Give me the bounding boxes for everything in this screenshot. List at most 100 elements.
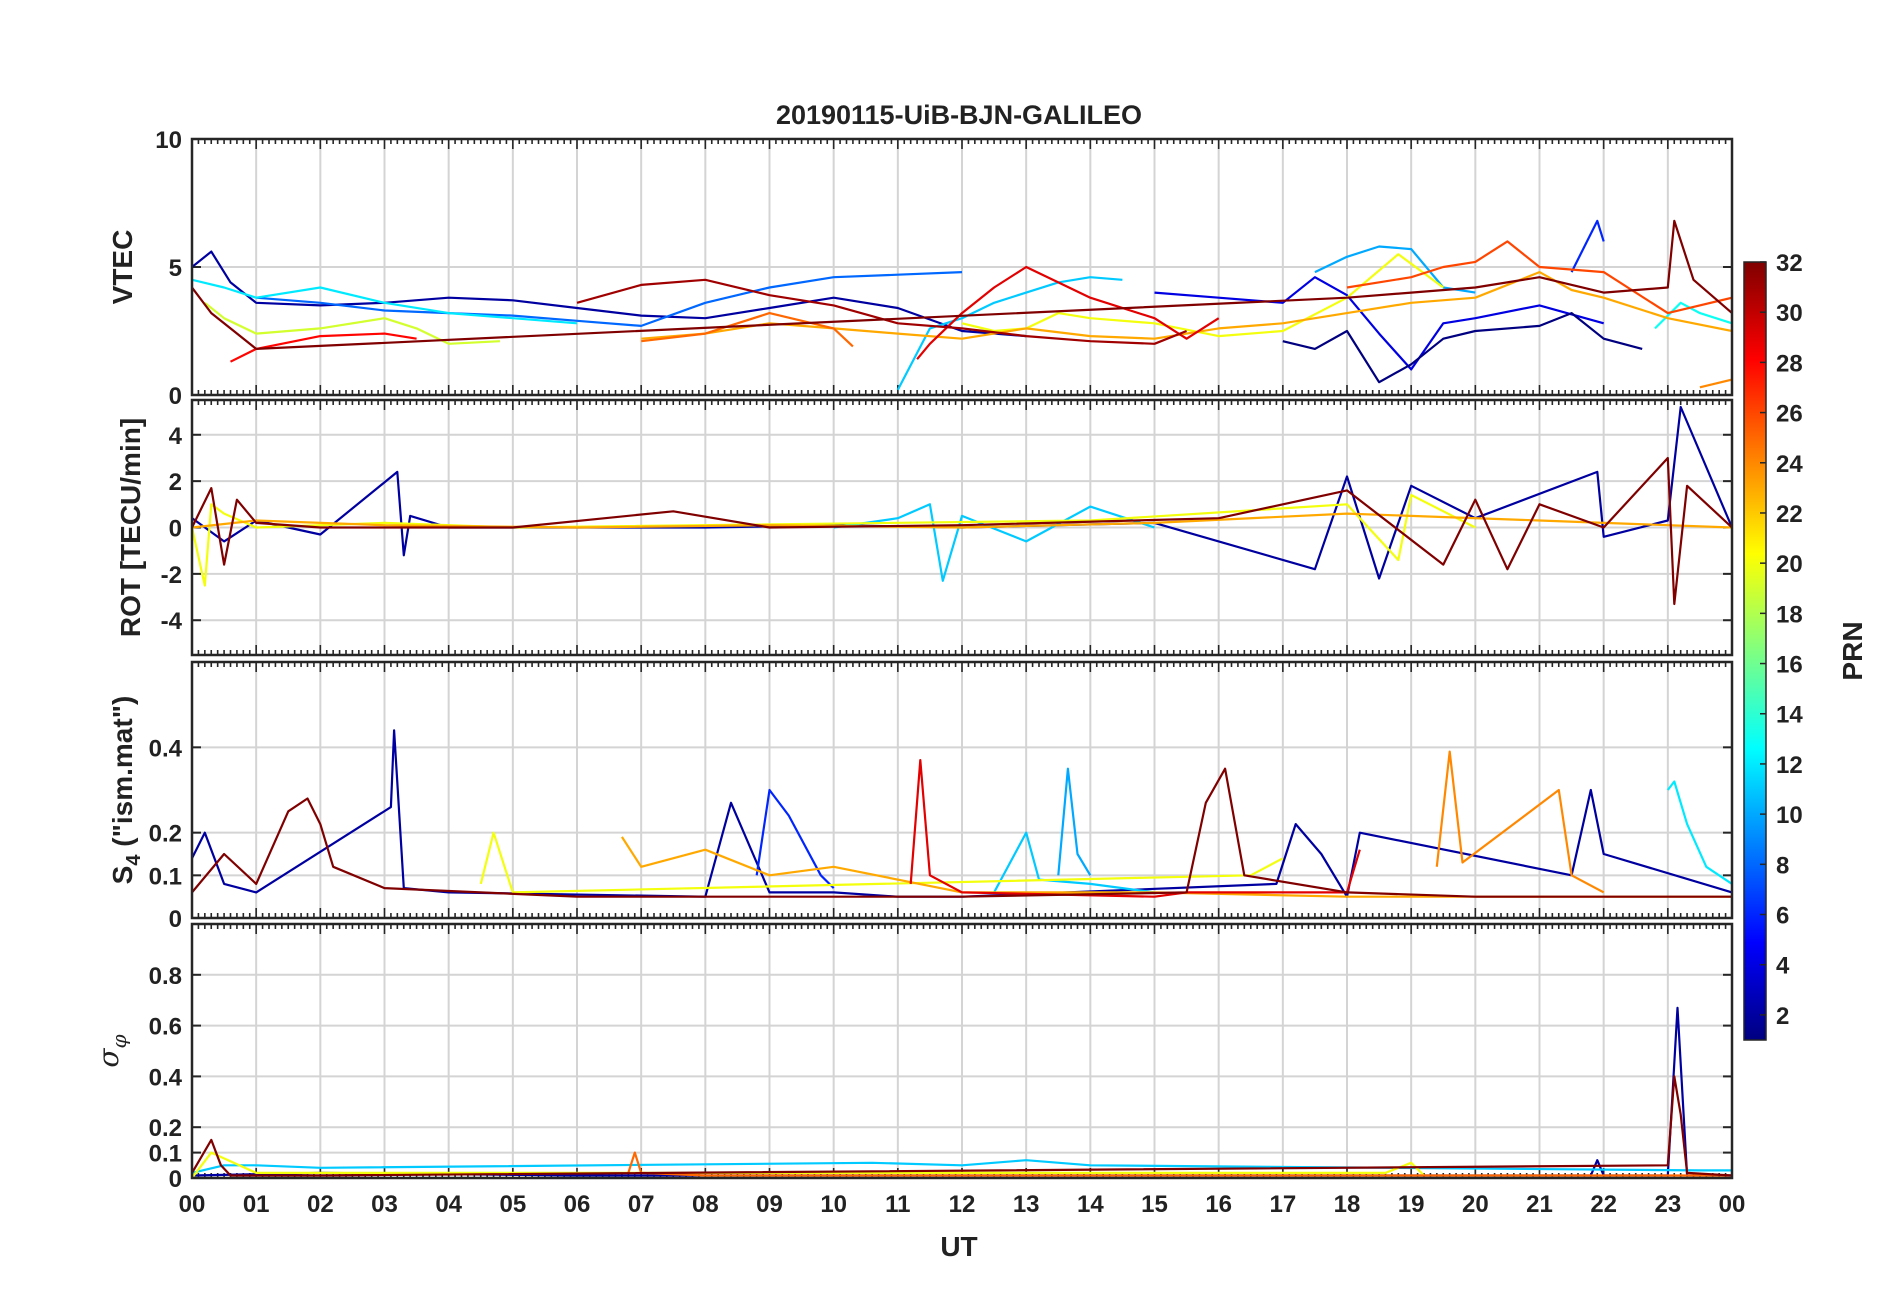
x-tick-label: 00 bbox=[179, 1191, 206, 1218]
series-group bbox=[192, 729, 1732, 898]
x-tick-label: 06 bbox=[564, 1191, 591, 1218]
y-axis-label-sigma_phi: σφ bbox=[92, 1034, 131, 1067]
y-tick-label: 0.2 bbox=[149, 1115, 182, 1142]
series-line-prn-26 bbox=[1346, 240, 1732, 315]
y-tick-label: 0 bbox=[169, 906, 182, 933]
colorbar-tick-label: 22 bbox=[1776, 501, 1803, 528]
y-axis-label-rot: ROT [TECU/min] bbox=[115, 418, 146, 637]
y-axis-label-s4: S4 ("ism.mat") bbox=[107, 696, 145, 885]
series-line-prn-12 bbox=[1666, 780, 1732, 885]
series-line-prn-8 bbox=[256, 271, 963, 327]
panel-rot: -4 -2 0 2 4 ROT [TECU/min] bbox=[115, 398, 1734, 657]
y-tick-label: 4 bbox=[169, 423, 183, 450]
colorbar-tick-label: 28 bbox=[1776, 350, 1803, 377]
panel-vtec: 0 5 10 VTEC bbox=[107, 127, 1734, 410]
y-axis-label-vtec: VTEC bbox=[107, 230, 138, 305]
colorbar-tick-label: 32 bbox=[1776, 250, 1803, 277]
series-line-prn-19 bbox=[204, 301, 501, 345]
series-group bbox=[192, 405, 1732, 606]
series-line-prn-11 bbox=[833, 503, 1155, 582]
colorbar-tick-label: 16 bbox=[1776, 652, 1803, 679]
x-tick-label: 13 bbox=[1013, 1191, 1040, 1218]
y-tick-label: 0.1 bbox=[149, 1141, 182, 1168]
series-line-prn-10 bbox=[1314, 245, 1476, 294]
x-tick-label: 18 bbox=[1334, 1191, 1361, 1218]
y-tick-label: 0 bbox=[169, 1166, 182, 1193]
x-tick-label: 09 bbox=[756, 1191, 783, 1218]
chart-title: 20190115-UiB-BJN-GALILEO bbox=[776, 100, 1142, 130]
colorbar-tick-label: 6 bbox=[1776, 903, 1789, 930]
panel-s4: 0 0.1 0.2 0.4S4 ("ism.mat") bbox=[107, 660, 1734, 933]
colorbar-label: PRN bbox=[1837, 621, 1868, 680]
y-tick-label: 0.8 bbox=[149, 963, 182, 990]
series-line-prn-10 bbox=[1057, 767, 1092, 876]
panel-frame bbox=[190, 922, 1734, 1180]
panel-sigma_phi: 00.10.2 0.4 0.6 0.8 σφ bbox=[92, 922, 1734, 1193]
x-tick-label: 23 bbox=[1654, 1191, 1681, 1218]
y-tick-label: 0.6 bbox=[149, 1014, 182, 1041]
series-line-prn-20 bbox=[479, 831, 1284, 894]
y-tick-label: 0 bbox=[169, 383, 182, 410]
colorbar-tick-label: 26 bbox=[1776, 401, 1803, 428]
colorbar-tick-label: 30 bbox=[1776, 300, 1803, 327]
x-tick-label: 05 bbox=[499, 1191, 526, 1218]
x-tick-label: 15 bbox=[1141, 1191, 1168, 1218]
x-tick-label: 16 bbox=[1205, 1191, 1232, 1218]
x-tick-label: 03 bbox=[371, 1191, 398, 1218]
x-tick-label: 11 bbox=[885, 1191, 910, 1218]
series-group bbox=[192, 1006, 1732, 1178]
x-axis: 00 01 02 03 04 05 06 07 08 09 10 11 12 13 14 15 16 17 18 19… bbox=[179, 1191, 1746, 1218]
x-tick-label: 22 bbox=[1590, 1191, 1617, 1218]
series-line-prn-2 bbox=[192, 729, 1732, 898]
y-tick-label: -4 bbox=[161, 608, 183, 635]
panel-frame bbox=[190, 137, 1734, 397]
series-line-prn-32 bbox=[192, 1075, 1732, 1177]
series-line-prn-20 bbox=[192, 1151, 1425, 1178]
x-tick-label: 00 bbox=[1719, 1191, 1746, 1218]
x-tick-label: 12 bbox=[949, 1191, 976, 1218]
colorbar-tick-label: 2 bbox=[1776, 1003, 1789, 1030]
series-line-prn-32 bbox=[192, 767, 1732, 898]
series-line-prn-25 bbox=[641, 312, 854, 348]
series-line-prn-25 bbox=[627, 1151, 1732, 1177]
series-line-prn-23 bbox=[620, 836, 1732, 898]
series-line-prn-6 bbox=[755, 788, 835, 889]
x-tick-label: 02 bbox=[307, 1191, 334, 1218]
colorbar-tick-label: 12 bbox=[1776, 752, 1803, 779]
y-tick-label: 0.1 bbox=[149, 863, 182, 890]
panel-frame bbox=[190, 398, 1734, 657]
series-line-prn-12 bbox=[192, 278, 578, 325]
x-axis-label: UT bbox=[940, 1231, 977, 1262]
colorbar-tick-label: 24 bbox=[1776, 451, 1803, 478]
y-tick-label: 10 bbox=[155, 127, 182, 154]
x-tick-label: 01 bbox=[243, 1191, 270, 1218]
series-line-prn-32 bbox=[192, 219, 1732, 350]
colorbar-tick-label: 8 bbox=[1776, 852, 1789, 879]
y-tick-label: 0.4 bbox=[149, 1064, 183, 1091]
panel-frame bbox=[190, 660, 1734, 920]
x-tick-label: 14 bbox=[1077, 1191, 1104, 1218]
series-line-prn-24 bbox=[1699, 378, 1732, 389]
series-group bbox=[192, 219, 1732, 391]
series-line-prn-31 bbox=[576, 278, 1188, 345]
y-tick-label: 0.4 bbox=[149, 735, 183, 762]
series-line-prn-28 bbox=[230, 332, 417, 363]
series-line-prn-6 bbox=[1570, 219, 1605, 273]
x-tick-label: 08 bbox=[692, 1191, 719, 1218]
series-line-prn-24 bbox=[1435, 750, 1605, 894]
x-tick-label: 19 bbox=[1398, 1191, 1425, 1218]
x-tick-label: 10 bbox=[820, 1191, 847, 1218]
colorbar-tick-label: 18 bbox=[1776, 601, 1803, 628]
x-tick-label: 17 bbox=[1269, 1191, 1296, 1218]
colorbar-tick-label: 10 bbox=[1776, 802, 1803, 829]
colorbar-tick-label: 20 bbox=[1776, 551, 1803, 578]
y-tick-label: -2 bbox=[161, 562, 182, 589]
colorbar-gradient bbox=[1743, 261, 1767, 1041]
y-tick-label: 0 bbox=[169, 516, 182, 543]
series-line-prn-1 bbox=[1282, 312, 1643, 384]
colorbar-tick-label: 14 bbox=[1776, 702, 1803, 729]
series-line-prn-29 bbox=[916, 265, 1220, 360]
